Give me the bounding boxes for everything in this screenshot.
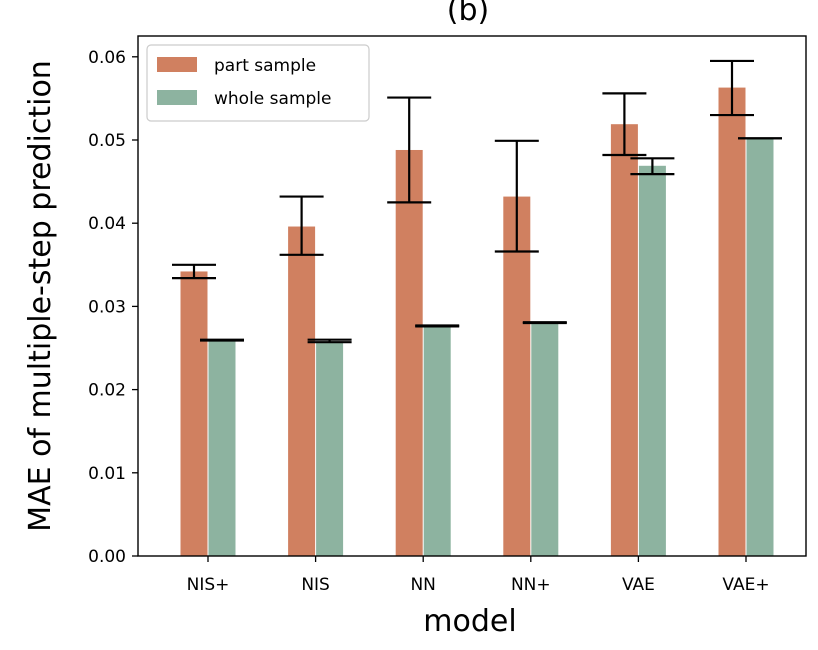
y-tick-label: 0.02 [88, 381, 126, 401]
x-tick-label-vae: VAE [622, 575, 655, 595]
bar-part-sample-nn-plus [503, 196, 531, 557]
legend: part sample whole sample [146, 44, 370, 122]
legend-label-whole-sample: whole sample [214, 89, 331, 109]
legend-swatch-whole-sample [157, 90, 197, 105]
bar-part-sample-nn [395, 149, 423, 556]
bars-layer [180, 87, 774, 557]
legend-swatch-part-sample [157, 57, 197, 72]
x-axis-label: model [423, 604, 516, 639]
bar-whole-sample-nis [316, 341, 344, 556]
bar-whole-sample-nn [423, 326, 451, 556]
y-axis-label: MAE of multiple-step prediction [23, 60, 58, 532]
x-tick-label-nis: NIS [301, 575, 330, 595]
x-tick-label-nis-plus: NIS+ [187, 575, 230, 595]
bar-part-sample-vae-plus [718, 87, 746, 557]
y-tick-label: 0.04 [88, 214, 126, 234]
legend-box [146, 44, 370, 122]
y-tick-label: 0.05 [88, 131, 126, 151]
x-axis: NIS+ NIS NN NN+ VAE VAE+ [187, 556, 770, 595]
chart-title: (b) [447, 0, 489, 28]
plot-frame [137, 35, 807, 557]
y-axis: 0.00 0.01 0.02 0.03 0.04 0.05 0.06 [88, 48, 138, 567]
y-tick-label: 0.00 [88, 547, 126, 567]
y-tick-label: 0.03 [88, 297, 126, 317]
y-tick-label: 0.01 [88, 464, 126, 484]
bar-part-sample-nis-plus [180, 271, 208, 556]
y-tick-label: 0.06 [88, 48, 126, 68]
bar-whole-sample-nn-plus [531, 323, 559, 556]
bar-part-sample-vae [610, 124, 638, 556]
errorbars-layer [172, 59, 782, 344]
bar-whole-sample-nis-plus [208, 340, 236, 556]
bar-whole-sample-vae-plus [746, 138, 774, 556]
bar-part-sample-nis [288, 226, 316, 556]
x-tick-label-nn: NN [410, 575, 435, 595]
x-tick-label-vae-plus: VAE+ [722, 575, 769, 595]
x-tick-label-nn-plus: NN+ [511, 575, 551, 595]
legend-label-part-sample: part sample [214, 56, 316, 76]
bar-whole-sample-vae [638, 165, 666, 557]
